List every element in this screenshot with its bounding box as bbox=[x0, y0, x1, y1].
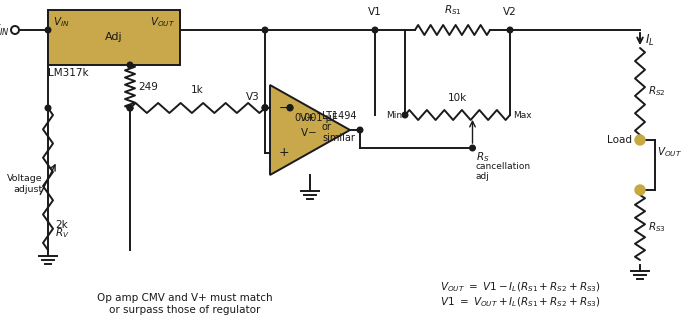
Text: Voltage
adjust: Voltage adjust bbox=[8, 174, 43, 194]
Text: $R_S$: $R_S$ bbox=[475, 150, 489, 164]
Text: $+$: $+$ bbox=[278, 146, 289, 159]
Text: $R_{S1}$: $R_{S1}$ bbox=[444, 3, 461, 17]
Bar bbox=[48, 10, 180, 65]
Text: $V1\ =\ V_{OUT} + I_L(R_{S1} + R_{S2} + R_{S3})$: $V1\ =\ V_{OUT} + I_L(R_{S1} + R_{S2} + … bbox=[440, 295, 601, 309]
Text: LT1494: LT1494 bbox=[322, 111, 356, 121]
Circle shape bbox=[46, 27, 51, 33]
Text: $I_L$: $I_L$ bbox=[645, 32, 654, 48]
Circle shape bbox=[357, 127, 363, 133]
Text: adj: adj bbox=[475, 172, 489, 181]
Text: similar: similar bbox=[322, 133, 355, 143]
Text: $V_{OUT}\ =\ V1 - I_L(R_{S1} + R_{S2} + R_{S3})$: $V_{OUT}\ =\ V1 - I_L(R_{S1} + R_{S2} + … bbox=[440, 280, 601, 294]
Text: $V_{IN}$: $V_{IN}$ bbox=[0, 22, 9, 37]
Text: V2: V2 bbox=[503, 7, 517, 17]
Text: V1: V1 bbox=[368, 7, 382, 17]
Text: $R_V$: $R_V$ bbox=[55, 226, 69, 240]
Text: 10k: 10k bbox=[448, 93, 467, 103]
Circle shape bbox=[11, 26, 19, 34]
Text: $R_{S3}$: $R_{S3}$ bbox=[648, 221, 666, 235]
Text: 0.001 µF: 0.001 µF bbox=[295, 113, 337, 123]
Circle shape bbox=[287, 105, 293, 110]
Circle shape bbox=[508, 27, 513, 33]
Circle shape bbox=[46, 105, 51, 111]
Circle shape bbox=[287, 105, 293, 111]
Text: $-$: $-$ bbox=[278, 101, 289, 114]
Circle shape bbox=[127, 105, 133, 111]
Text: $V_{OUT}$: $V_{OUT}$ bbox=[150, 15, 175, 29]
Circle shape bbox=[402, 112, 408, 118]
Circle shape bbox=[262, 105, 268, 111]
Circle shape bbox=[635, 185, 645, 195]
Polygon shape bbox=[270, 85, 350, 175]
Text: 2k: 2k bbox=[55, 220, 68, 230]
Text: $R_{S2}$: $R_{S2}$ bbox=[648, 85, 666, 98]
Text: $V_{IN}$: $V_{IN}$ bbox=[53, 15, 69, 29]
Text: Max: Max bbox=[513, 111, 531, 119]
Text: or: or bbox=[322, 122, 332, 132]
Text: Op amp CMV and V+ must match: Op amp CMV and V+ must match bbox=[97, 293, 273, 303]
Circle shape bbox=[127, 105, 133, 111]
Text: LM317k: LM317k bbox=[48, 68, 89, 78]
Circle shape bbox=[127, 62, 133, 68]
Circle shape bbox=[372, 27, 378, 33]
Text: Load: Load bbox=[607, 135, 632, 145]
Text: Min: Min bbox=[386, 111, 402, 119]
Text: Adj: Adj bbox=[105, 32, 122, 43]
Text: $V_{OUT}$: $V_{OUT}$ bbox=[657, 145, 682, 159]
Circle shape bbox=[635, 135, 645, 145]
Text: 249: 249 bbox=[138, 81, 158, 92]
Text: 1k: 1k bbox=[191, 85, 204, 95]
Text: V3: V3 bbox=[246, 92, 260, 102]
Circle shape bbox=[470, 145, 475, 151]
Text: V$-$: V$-$ bbox=[300, 126, 316, 138]
Circle shape bbox=[262, 105, 268, 110]
Text: or surpass those of regulator: or surpass those of regulator bbox=[109, 305, 260, 315]
Text: cancellation: cancellation bbox=[475, 162, 531, 171]
Text: V+: V+ bbox=[300, 113, 316, 123]
Circle shape bbox=[262, 27, 268, 33]
